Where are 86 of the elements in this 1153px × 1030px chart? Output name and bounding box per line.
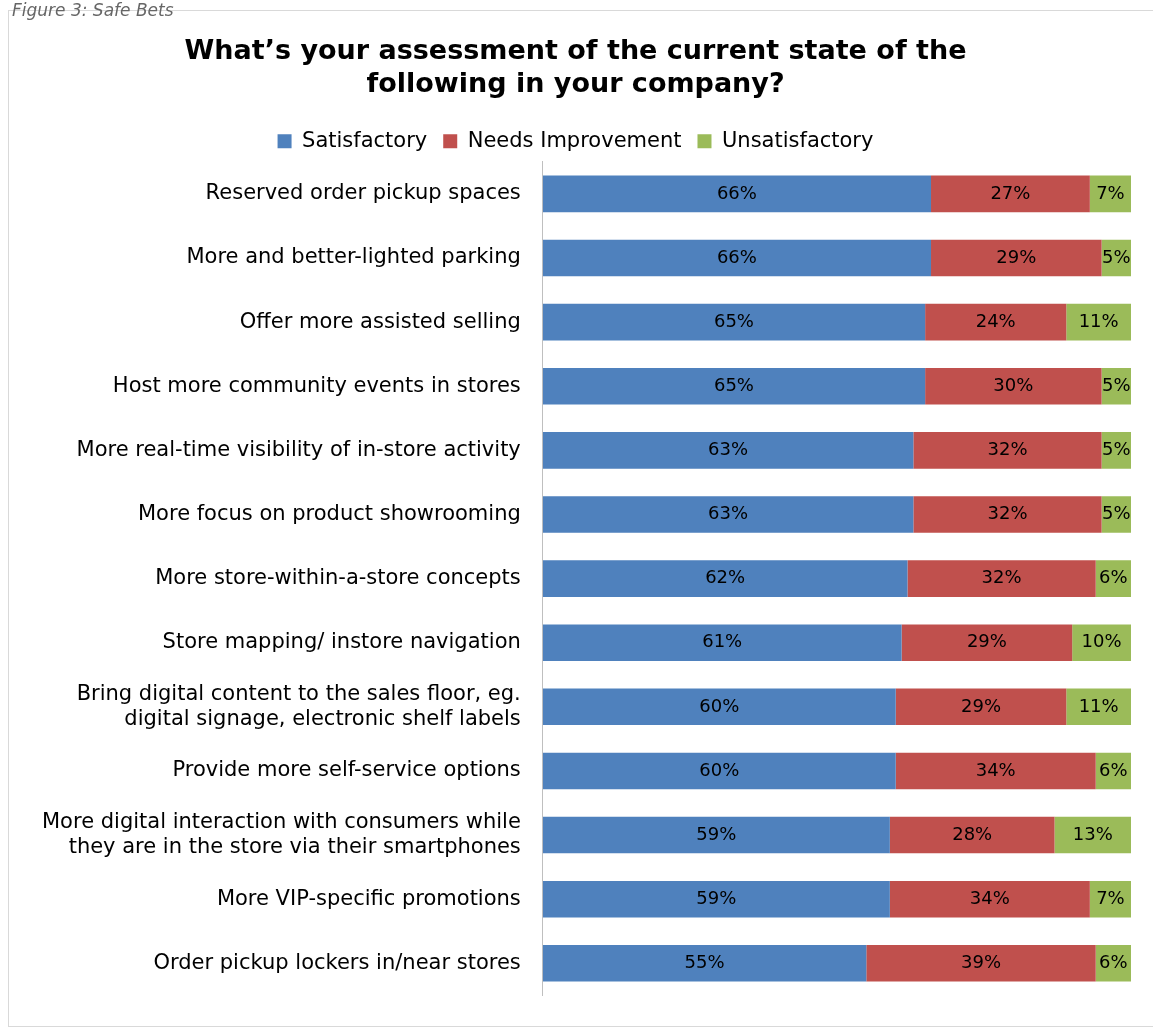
data-label: 60% [699, 758, 740, 780]
data-label: 5% [1102, 502, 1131, 524]
data-label: 30% [993, 373, 1034, 395]
data-label: 29% [996, 245, 1037, 267]
data-label: 55% [684, 951, 725, 973]
bar [542, 560, 908, 597]
data-label: 29% [966, 630, 1007, 652]
data-label: 34% [975, 758, 1016, 780]
bar [542, 432, 914, 469]
data-label: 24% [975, 309, 1016, 331]
data-label: 6% [1099, 758, 1128, 780]
data-label: 28% [952, 822, 993, 844]
bar [931, 239, 1102, 277]
y-tick-label: Store mapping/ instore navigation [162, 629, 521, 654]
bar [889, 880, 1090, 918]
bar [925, 367, 1102, 405]
bar [542, 816, 890, 854]
data-label: 59% [696, 886, 737, 908]
data-label: 61% [702, 630, 743, 652]
legend-label: Satisfactory [302, 127, 428, 152]
data-label: 5% [1102, 373, 1131, 395]
data-label: 59% [696, 822, 737, 844]
bar [542, 496, 914, 533]
y-tick-label: More store-within-a-store concepts [155, 565, 521, 590]
bar [925, 303, 1067, 341]
bar [889, 816, 1055, 854]
bar [1066, 303, 1131, 341]
bar [901, 624, 1073, 661]
bar [866, 945, 1096, 982]
bar [913, 432, 1102, 469]
data-label: 11% [1078, 694, 1119, 716]
bar [542, 175, 932, 213]
y-tick-label: Host more community events in stores [112, 372, 521, 397]
data-label: 65% [713, 373, 754, 395]
y-tick-label: Reserved order pickup spaces [205, 180, 521, 205]
y-tick-label: Bring digital content to the sales floor, eg. digital signage, electronic shelf labels [76, 680, 521, 730]
data-label: 7% [1096, 886, 1125, 908]
bar [542, 239, 932, 277]
bar [931, 175, 1090, 213]
y-tick-label: More VIP-specific promotions [216, 885, 521, 910]
y-tick-label: Provide more self-service options [172, 757, 521, 782]
y-tick-label: More digital interaction with consumers while they are in the store via their smartphones [41, 808, 521, 859]
data-label: 5% [1102, 438, 1131, 460]
bar [542, 303, 926, 341]
bar [913, 496, 1102, 533]
data-label: 63% [708, 438, 749, 460]
bar [895, 752, 1096, 790]
y-tick-label: More and better-lighted parking [186, 244, 521, 269]
data-label: 32% [987, 502, 1028, 524]
data-label: 27% [990, 181, 1031, 203]
data-label: 6% [1099, 951, 1128, 973]
bar [542, 945, 867, 982]
data-label: 66% [716, 181, 757, 203]
data-label: 62% [705, 566, 746, 588]
chart-title: What’s your assessment of the current state of the following in your company? [184, 34, 967, 98]
bar [542, 367, 926, 405]
data-label: 6% [1099, 566, 1128, 588]
legend-label: Unsatisfactory [721, 127, 874, 152]
data-label: 32% [987, 438, 1028, 460]
data-label: 11% [1078, 309, 1119, 331]
data-label: 32% [981, 566, 1022, 588]
bar [542, 752, 896, 790]
data-label: 29% [961, 694, 1002, 716]
bar [1072, 624, 1131, 661]
bar [542, 624, 902, 661]
bar [542, 688, 896, 726]
y-tick-label: Offer more assisted selling [239, 308, 521, 333]
y-tick-label: Order pickup lockers in/near stores [153, 949, 521, 974]
y-tick-label: More focus on product showrooming [137, 500, 521, 525]
data-label: 39% [961, 951, 1002, 973]
caption: Figure 3: Safe Bets [12, 0, 174, 20]
data-label: 60% [699, 694, 740, 716]
bar [907, 560, 1096, 597]
y-tick-label: More real-time visibility of in-store activity [76, 436, 521, 461]
data-label: 13% [1072, 822, 1113, 844]
legend-label: Needs Improvement [467, 127, 682, 152]
data-label: 66% [716, 245, 757, 267]
bar [542, 880, 890, 918]
data-label: 5% [1102, 245, 1131, 267]
data-label: 34% [969, 886, 1010, 908]
bar [895, 688, 1067, 726]
data-label: 65% [713, 309, 754, 331]
data-label: 10% [1081, 630, 1122, 652]
data-label: 63% [708, 502, 749, 524]
data-label: 7% [1096, 181, 1125, 203]
bar [1066, 688, 1131, 726]
